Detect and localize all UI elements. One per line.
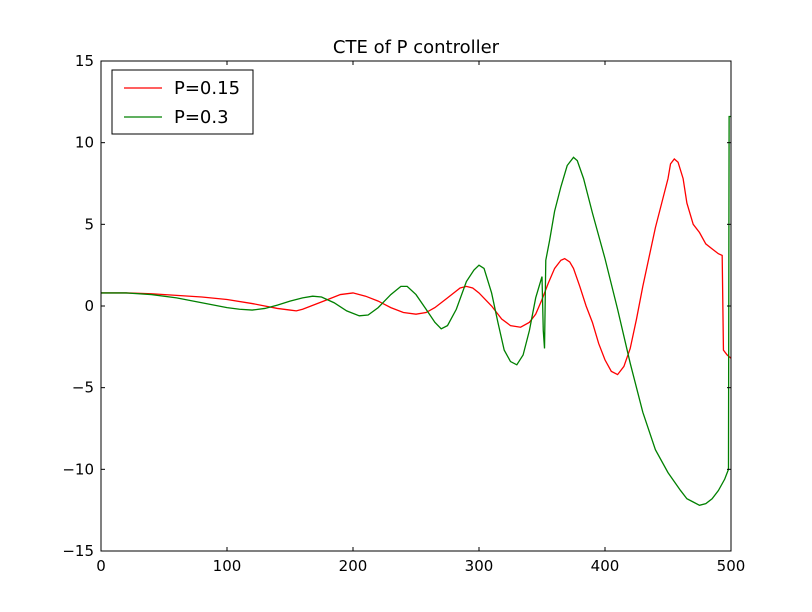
series-line-1 bbox=[101, 115, 731, 506]
series-layer bbox=[101, 115, 732, 506]
y-tick-label: 5 bbox=[84, 215, 94, 233]
legend-box bbox=[111, 69, 254, 135]
x-tick-label: 300 bbox=[465, 557, 494, 575]
x-tick-label: 100 bbox=[213, 557, 242, 575]
y-tick-label: −5 bbox=[72, 379, 94, 397]
y-tick-label: 0 bbox=[84, 297, 94, 315]
x-tick-label: 0 bbox=[96, 557, 106, 575]
x-tick-label: 500 bbox=[717, 557, 746, 575]
y-tick-label: −10 bbox=[62, 460, 94, 478]
legend: P=0.15 P=0.3 bbox=[111, 69, 254, 135]
y-tick-label: 10 bbox=[75, 134, 94, 152]
y-tick-label: −15 bbox=[62, 542, 94, 560]
y-tick-label: 15 bbox=[75, 52, 94, 70]
legend-label-1: P=0.3 bbox=[174, 107, 229, 128]
axis-ticks: 0 100 200 300 400 500 −15 −10 −5 0 5 10 15 bbox=[62, 52, 745, 575]
x-tick-label: 400 bbox=[591, 557, 620, 575]
legend-label-0: P=0.15 bbox=[174, 78, 240, 99]
chart-title: CTE of P controller bbox=[333, 37, 500, 58]
x-tick-label: 200 bbox=[339, 557, 368, 575]
